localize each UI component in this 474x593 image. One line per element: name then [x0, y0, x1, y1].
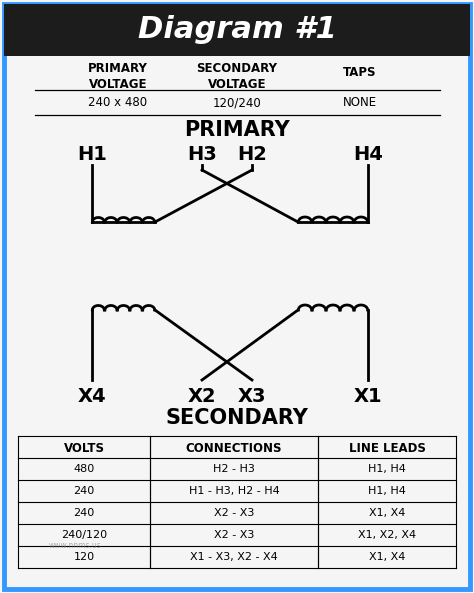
Text: X2: X2: [188, 387, 216, 406]
Text: X1, X4: X1, X4: [369, 552, 405, 562]
Text: X2 - X3: X2 - X3: [214, 530, 254, 540]
FancyBboxPatch shape: [4, 4, 470, 56]
Text: X1: X1: [354, 387, 383, 406]
FancyBboxPatch shape: [4, 4, 470, 589]
Text: 240 x 480: 240 x 480: [89, 97, 147, 110]
Text: X1, X4: X1, X4: [369, 508, 405, 518]
Text: 240: 240: [73, 486, 95, 496]
Text: H2 - H3: H2 - H3: [213, 464, 255, 474]
Text: H3: H3: [187, 145, 217, 164]
Text: 480: 480: [73, 464, 95, 474]
Text: H1: H1: [77, 145, 107, 164]
Text: H1, H4: H1, H4: [368, 464, 406, 474]
Text: H1 - H3, H2 - H4: H1 - H3, H2 - H4: [189, 486, 279, 496]
Text: X2 - X3: X2 - X3: [214, 508, 254, 518]
Text: 240/120: 240/120: [61, 530, 107, 540]
Text: SECONDARY: SECONDARY: [165, 408, 309, 428]
Text: PRIMARY
VOLTAGE: PRIMARY VOLTAGE: [88, 62, 148, 91]
Text: X4: X4: [78, 387, 106, 406]
Text: TAPS: TAPS: [343, 66, 377, 79]
Text: X1, X2, X4: X1, X2, X4: [358, 530, 416, 540]
Text: Diagram #1: Diagram #1: [137, 15, 337, 44]
Text: X3: X3: [238, 387, 266, 406]
Text: H4: H4: [353, 145, 383, 164]
Text: CONNECTIONS: CONNECTIONS: [186, 442, 282, 455]
Text: PRIMARY: PRIMARY: [184, 120, 290, 140]
Text: NONE: NONE: [343, 97, 377, 110]
Text: 120: 120: [73, 552, 94, 562]
Text: VOLTS: VOLTS: [64, 442, 104, 455]
Text: H2: H2: [237, 145, 267, 164]
Text: LINE LEADS: LINE LEADS: [348, 442, 426, 455]
Text: 120/240: 120/240: [213, 97, 261, 110]
Text: X1 - X3, X2 - X4: X1 - X3, X2 - X4: [190, 552, 278, 562]
Text: www.nnms.us: www.nnms.us: [49, 540, 101, 550]
Text: SECONDARY
VOLTAGE: SECONDARY VOLTAGE: [197, 62, 277, 91]
Text: H1, H4: H1, H4: [368, 486, 406, 496]
Text: 240: 240: [73, 508, 95, 518]
